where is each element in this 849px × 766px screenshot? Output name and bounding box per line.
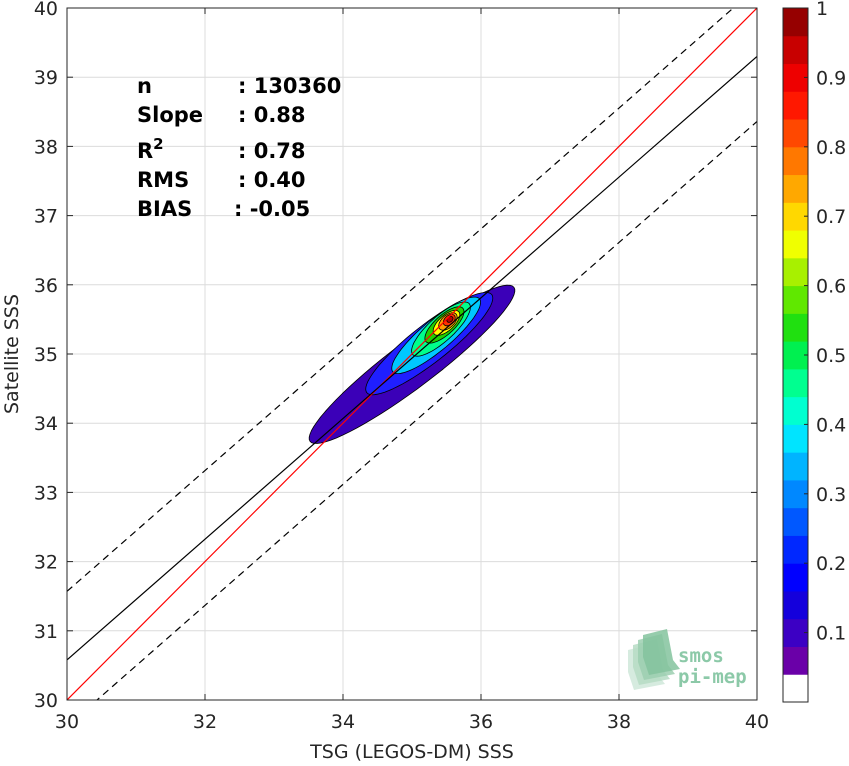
colorbar-tick-label: 0.4 [816,414,846,436]
grid-lines [67,8,757,700]
y-axis-ticks: 30 31 32 33 34 35 36 37 38 39 40 [34,0,757,712]
colorbar-segment [783,535,808,564]
colorbar-segment [783,674,808,703]
colorbar-segment [783,285,808,314]
colorbar-segment [783,119,808,148]
y-tick-label: 36 [34,275,58,297]
colorbar: 0.1 0.2 0.3 0.4 0.5 0.6 0.7 0.8 0.9 1 [782,0,846,703]
y-tick-label: 38 [34,136,58,158]
y-tick-label: 30 [34,690,58,712]
colorbar-segment [783,368,808,398]
stat-value: : -0.05 [234,197,310,221]
stat-value: : 0.88 [238,103,306,127]
y-tick-label: 33 [34,482,58,504]
colorbar-segment [783,230,808,259]
colorbar-segment [783,341,808,370]
colorbar-segment [783,257,808,287]
y-tick-label: 40 [34,0,58,20]
colorbar-segment [783,174,808,203]
stat-value: : 130360 [238,74,341,98]
upper-bound-line [67,8,735,592]
stat-value: : 0.78 [238,139,306,163]
colorbar-tick-label: 0.1 [816,623,846,645]
y-tick-label: 37 [34,206,58,228]
stat-label: Slope [137,103,203,127]
colorbar-segment [783,452,808,481]
colorbar-tick-label: 0.5 [816,345,846,367]
colorbar-segment [783,424,808,453]
y-tick-label: 35 [34,344,58,366]
colorbar-segment [783,479,808,509]
x-tick-label: 40 [745,711,769,733]
regression-line [67,55,757,661]
lower-bound-line [96,121,757,700]
colorbar-tick-label: 0.6 [816,276,846,298]
colorbar-segment [783,8,808,37]
colorbar-tick-label: 0.2 [816,553,846,575]
y-tick-label: 39 [34,67,58,89]
x-tick-label: 32 [193,711,217,733]
colorbar-tick-label: 1 [816,0,828,20]
colorbar-segment [783,396,808,425]
colorbar-tick-label: 0.9 [816,67,846,89]
x-tick-label: 34 [331,711,355,733]
logo-text-pimep: pi-mep [678,666,747,688]
regression-lines [67,8,757,700]
y-tick-label: 32 [34,552,58,574]
y-axis-label: Satellite SSS [1,294,23,414]
x-tick-label: 36 [469,711,493,733]
x-tick-label: 30 [55,711,79,733]
colorbar-segment [783,590,808,620]
y-tick-label: 34 [34,413,58,435]
colorbar-tick-label: 0.3 [816,484,846,506]
colorbar-tick-label: 0.8 [816,137,846,159]
colorbar-tick-label: 0.7 [816,206,846,228]
stat-value: : 0.40 [238,168,306,192]
colorbar-segment [783,563,808,592]
colorbar-segment [783,35,808,65]
x-tick-label: 38 [607,711,631,733]
stat-superscript: 2 [153,135,163,153]
colorbar-segment [783,63,808,92]
one-to-one-line [67,8,757,700]
colorbar-segment [783,646,808,675]
stat-label: RMS [137,168,189,192]
x-axis-ticks: 30 32 34 36 38 40 [55,8,769,733]
colorbar-segment [783,146,808,176]
logo-text-smos: smos [678,645,724,667]
logo-wave-shape [643,629,680,675]
colorbar-segment [783,313,808,342]
colorbar-segment [783,91,808,120]
colorbar-segment [783,507,808,536]
x-axis-label: TSG (LEGOS-DM) SSS [309,741,514,763]
colorbar-segment [783,202,808,231]
colorbar-segment [783,618,808,647]
y-tick-label: 31 [34,621,58,643]
stat-label: n [137,74,152,98]
stat-label: BIAS [137,197,192,221]
